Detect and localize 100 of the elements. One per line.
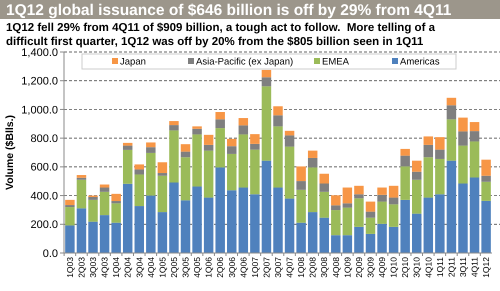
x-tick-label: 2Q10: [400, 256, 410, 278]
bar: [122, 146, 132, 150]
bar: [435, 194, 445, 253]
bar: [342, 203, 352, 208]
x-tick-label: 3Q07: [273, 256, 283, 278]
bar: [134, 174, 144, 206]
x-tick-label: 4Q10: [423, 256, 434, 278]
bar: [331, 235, 341, 253]
bar: [227, 146, 236, 154]
bar: [204, 144, 214, 151]
x-tick-label: 3Q09: [365, 256, 376, 278]
bar: [320, 218, 329, 253]
bar: [158, 173, 168, 176]
bar: [446, 160, 456, 253]
bar: [192, 186, 202, 253]
bar: [158, 176, 168, 212]
bar: [192, 128, 202, 134]
bar: [400, 148, 410, 156]
x-tick-label: 3Q04: [134, 256, 144, 278]
x-tick-label: 2Q08: [308, 256, 318, 278]
bar: [481, 160, 491, 176]
bar: [446, 119, 456, 161]
bar: [122, 150, 132, 184]
bar: [458, 184, 468, 253]
bar: [354, 198, 364, 227]
bar: [122, 142, 132, 146]
bar: [180, 157, 190, 200]
legend-label: EMEA: [322, 56, 350, 68]
bar: [424, 136, 434, 145]
bar: [308, 150, 318, 158]
bar: [238, 134, 248, 188]
bar: [204, 198, 214, 253]
bar: [342, 235, 352, 253]
bar: [284, 146, 294, 199]
legend-label: Americas: [400, 56, 440, 68]
bar: [377, 224, 387, 253]
bar: [412, 180, 422, 214]
bar: [122, 184, 132, 253]
bar: [250, 134, 260, 144]
bar: [215, 128, 225, 168]
bar: [215, 119, 225, 128]
bar: [366, 218, 376, 234]
x-tick-label: 2Q05: [168, 256, 179, 278]
bar: [204, 150, 214, 198]
bar: [273, 126, 283, 188]
chart-title: 1Q12 global issuance of $646 billion is off by 29% from 4Q11: [6, 2, 452, 19]
bar: [192, 126, 202, 129]
bar: [250, 150, 260, 194]
bar: [470, 122, 480, 132]
x-tick-label: 2Q06: [215, 256, 226, 278]
bar: [111, 203, 121, 223]
bar: [180, 144, 190, 152]
bar: [435, 137, 445, 150]
bar: [146, 147, 156, 153]
bar: [412, 160, 422, 172]
x-tick-label: 4Q07: [284, 256, 295, 278]
bar: [76, 180, 86, 208]
bar: [169, 130, 179, 183]
legend-label: Asia-Pacific (ex Japan): [196, 56, 294, 68]
bar: [470, 131, 480, 142]
bar: [76, 175, 86, 178]
x-tick-label: 4Q04: [146, 256, 156, 278]
bar: [192, 134, 202, 187]
x-tick-label: 1Q03: [64, 256, 75, 278]
bar: [342, 188, 352, 204]
bar: [284, 130, 294, 136]
bar: [273, 106, 283, 116]
bar: [424, 198, 434, 253]
bar: [227, 190, 236, 253]
bar: [377, 194, 387, 202]
bar: [100, 192, 110, 216]
bar: [169, 121, 179, 126]
y-tick-label: 600.0: [30, 162, 58, 174]
legend-label: Japan: [120, 56, 146, 68]
bar: [111, 222, 121, 253]
bar: [296, 222, 306, 253]
x-tick-label: 3Q03: [88, 256, 98, 278]
bar: [250, 194, 260, 253]
bar: [481, 176, 491, 182]
bar: [296, 190, 306, 223]
bar: [446, 105, 456, 120]
x-tick-label: 4Q09: [377, 256, 388, 278]
bar: [412, 214, 422, 253]
bar: [111, 194, 121, 202]
y-tick-label: 1,200.0: [21, 76, 58, 88]
bar: [262, 86, 272, 161]
bar: [400, 200, 410, 253]
bar: [238, 188, 248, 253]
bar: [88, 197, 98, 200]
y-tick-label: 1,400.0: [21, 46, 58, 59]
bar: [284, 198, 294, 253]
bar: [238, 125, 248, 134]
bar: [158, 162, 168, 174]
bar: [354, 194, 364, 198]
y-axis-title: Volume ($Blls.): [4, 114, 16, 190]
chart-subtitle: 1Q12 fell 29% from 4Q11 of $909 billion, a tough act to follow. More telling of a difficult first quarter, 1Q12 was off by 20% from the $805 billion seen in 1Q11: [6, 22, 436, 48]
bar: [470, 141, 480, 178]
y-tick-label: 800.0: [30, 132, 58, 145]
x-tick-label: 3Q05: [180, 256, 191, 278]
bar: [262, 160, 272, 253]
